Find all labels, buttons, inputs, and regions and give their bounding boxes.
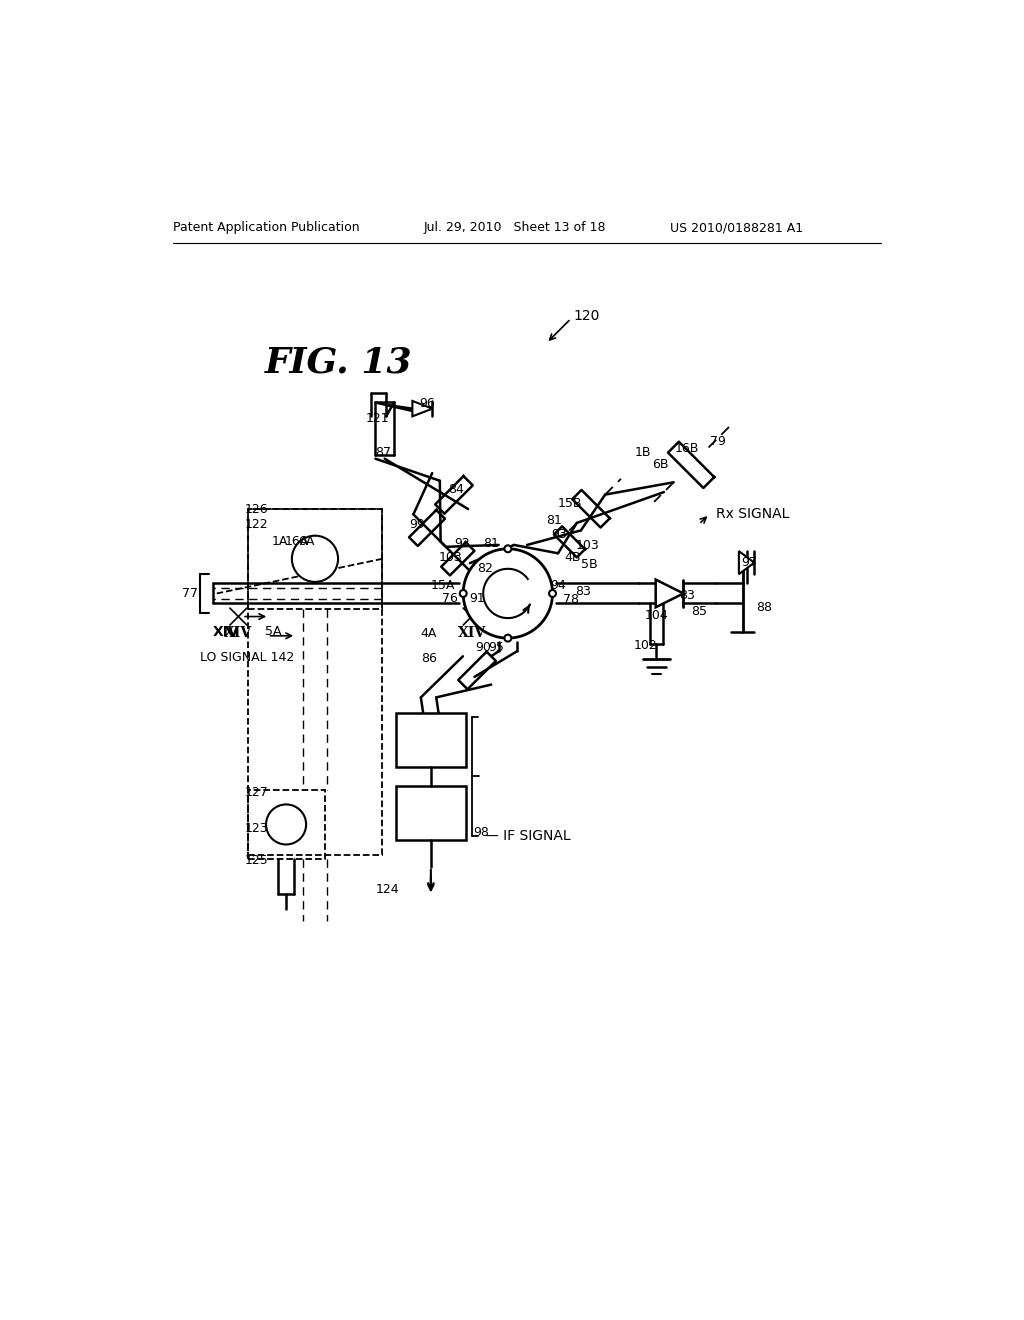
Text: US 2010/0188281 A1: US 2010/0188281 A1 (670, 222, 803, 234)
Text: XIV: XIV (224, 627, 253, 640)
Text: 96: 96 (419, 397, 435, 409)
Text: 78: 78 (563, 593, 580, 606)
Text: 120: 120 (573, 309, 600, 323)
Text: 121: 121 (366, 412, 389, 425)
Text: 91: 91 (469, 593, 485, 606)
Polygon shape (459, 652, 496, 689)
Polygon shape (413, 401, 432, 416)
Polygon shape (739, 552, 755, 574)
Text: 82: 82 (477, 561, 493, 574)
Text: 127: 127 (245, 785, 268, 799)
Text: 87: 87 (376, 446, 391, 459)
Text: 5B: 5B (581, 557, 598, 570)
Text: 124: 124 (376, 883, 399, 896)
Bar (248, 508, 382, 855)
Text: FIG. 13: FIG. 13 (265, 346, 413, 379)
Text: 1A: 1A (271, 536, 288, 548)
Bar (248, 789, 325, 859)
Text: 86: 86 (422, 652, 437, 665)
Text: 123: 123 (245, 822, 268, 834)
Text: 16B: 16B (674, 442, 698, 455)
Text: 6A: 6A (298, 536, 314, 548)
Text: LO SIGNAL 142: LO SIGNAL 142 (200, 651, 294, 664)
Text: Rx SIGNAL: Rx SIGNAL (716, 507, 790, 521)
Text: 126: 126 (245, 503, 268, 516)
Circle shape (292, 536, 338, 582)
Circle shape (266, 804, 306, 845)
Text: 95: 95 (488, 640, 505, 653)
Text: 16A: 16A (285, 536, 309, 548)
Polygon shape (668, 442, 715, 488)
Text: 15B: 15B (558, 496, 583, 510)
Text: 88: 88 (756, 601, 772, 614)
Text: 93: 93 (552, 528, 567, 541)
Text: 81: 81 (483, 537, 499, 550)
Text: 83: 83 (575, 585, 592, 598)
Polygon shape (435, 477, 473, 513)
Text: 103: 103 (575, 539, 599, 552)
Text: 4B: 4B (564, 550, 581, 564)
Bar (396, 785, 466, 840)
Text: 84: 84 (449, 483, 465, 496)
Polygon shape (409, 510, 445, 546)
Text: 4A: 4A (421, 627, 437, 640)
Polygon shape (655, 579, 683, 607)
Polygon shape (441, 543, 474, 576)
Text: 90: 90 (475, 640, 490, 653)
Text: 103: 103 (438, 550, 462, 564)
Text: 15A: 15A (431, 579, 456, 593)
Text: 94: 94 (550, 579, 566, 593)
Text: 85: 85 (691, 605, 708, 618)
Text: XIV: XIV (213, 624, 240, 639)
Text: 5A: 5A (265, 626, 282, 639)
Bar (396, 713, 466, 767)
Text: 79: 79 (710, 436, 725, 449)
Circle shape (549, 590, 556, 597)
Circle shape (505, 635, 511, 642)
Text: 98: 98 (473, 826, 489, 840)
Bar (248, 508, 382, 609)
Polygon shape (554, 527, 585, 557)
Text: 1B: 1B (635, 446, 651, 459)
Circle shape (463, 549, 553, 638)
Text: 76: 76 (442, 593, 459, 606)
Text: 104: 104 (645, 609, 669, 622)
Text: 125: 125 (245, 854, 268, 867)
Text: XIV: XIV (458, 627, 485, 640)
Polygon shape (572, 490, 610, 528)
Text: 99: 99 (410, 517, 425, 531)
Text: 97: 97 (741, 556, 757, 569)
Text: 92: 92 (454, 537, 470, 550)
Text: Jul. 29, 2010   Sheet 13 of 18: Jul. 29, 2010 Sheet 13 of 18 (423, 222, 605, 234)
Text: 77: 77 (182, 587, 199, 601)
Text: Patent Application Publication: Patent Application Publication (173, 222, 359, 234)
Circle shape (460, 590, 467, 597)
Circle shape (505, 545, 511, 552)
Text: 6B: 6B (652, 458, 669, 471)
Text: 81: 81 (547, 513, 562, 527)
Text: 122: 122 (245, 517, 268, 531)
Text: 83: 83 (679, 589, 694, 602)
Text: 102: 102 (634, 639, 657, 652)
Text: — IF SIGNAL: — IF SIGNAL (484, 829, 570, 843)
